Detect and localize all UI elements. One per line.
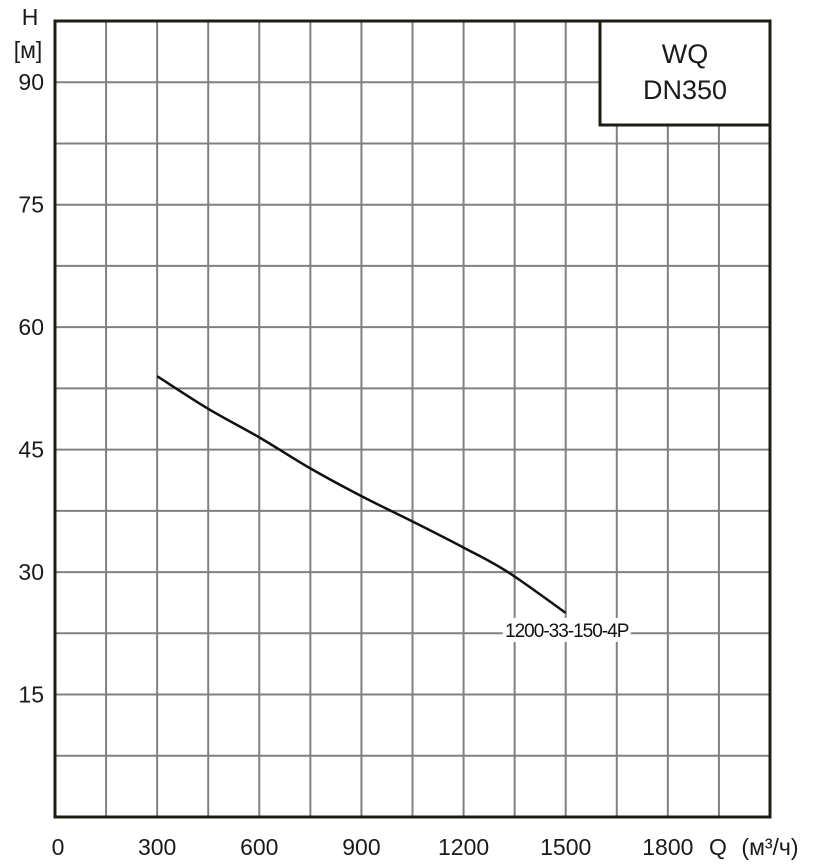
title-line-1: WQ bbox=[662, 39, 709, 69]
x-axis-ticks: 0 300 600 900 1200 1500 1800 bbox=[52, 834, 694, 860]
x-tick-label: 600 bbox=[240, 834, 278, 860]
x-tick-label: 1200 bbox=[438, 834, 489, 860]
x-tick-label: 1800 bbox=[642, 834, 693, 860]
x-tick-label: 0 bbox=[52, 834, 65, 860]
y-tick-label: 90 bbox=[18, 69, 44, 95]
title-line-2: DN350 bbox=[643, 75, 727, 105]
plot-frame bbox=[53, 19, 772, 819]
x-tick-label: 900 bbox=[342, 834, 380, 860]
x-axis-label-unit: (м³/ч) bbox=[741, 834, 798, 860]
y-axis-ticks: 15 30 45 60 75 90 bbox=[18, 69, 44, 707]
x-tick-label: 300 bbox=[138, 834, 176, 860]
y-tick-label: 30 bbox=[18, 559, 44, 585]
y-tick-label: 45 bbox=[18, 437, 44, 463]
pump-curve-line bbox=[156, 375, 567, 614]
y-axis-label-h: H bbox=[22, 4, 39, 30]
y-axis-label-unit: [м] bbox=[14, 37, 43, 63]
y-tick-label: 15 bbox=[18, 682, 44, 708]
y-tick-label: 60 bbox=[18, 314, 44, 340]
title-box: WQ DN350 bbox=[598, 19, 772, 127]
y-tick-label: 75 bbox=[18, 192, 44, 218]
curves: 1200-33-150-4P bbox=[156, 375, 631, 642]
x-axis-label-q: Q bbox=[709, 834, 727, 860]
grid-lines bbox=[55, 21, 770, 817]
series-label-bg bbox=[502, 617, 631, 642]
x-tick-label: 1500 bbox=[540, 834, 591, 860]
series-label: 1200-33-150-4P bbox=[505, 621, 629, 642]
